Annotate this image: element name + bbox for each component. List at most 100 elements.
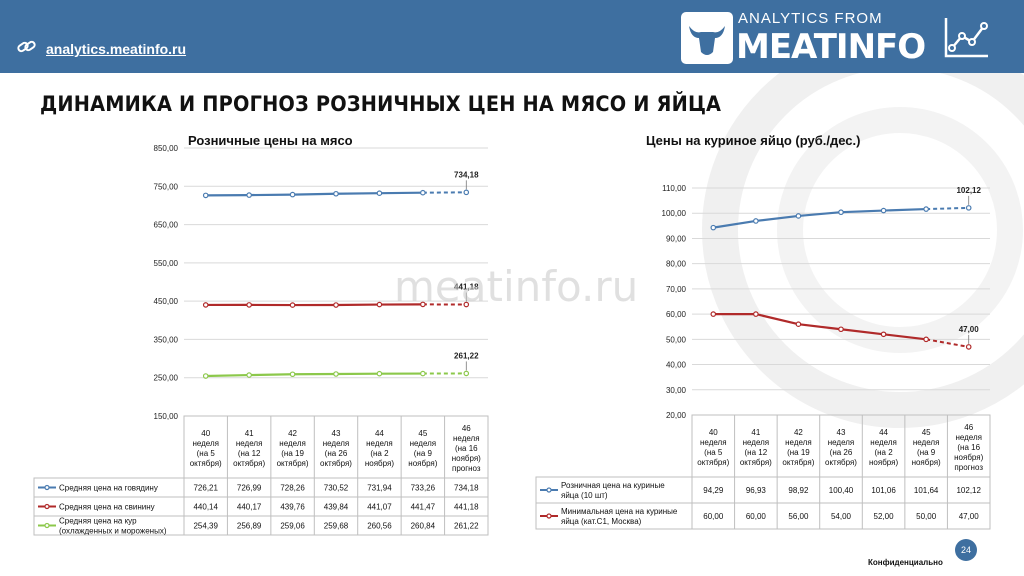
data-point [753, 218, 759, 224]
data-point [246, 372, 252, 378]
data-point [376, 301, 383, 308]
data-point [333, 302, 339, 308]
x-category-label: (на 9 [917, 448, 936, 457]
egg-price-chart: Цены на куриное яйцо (руб./дес.) 20,00 30,… [535, 133, 991, 530]
table-cell-value: 96,93 [746, 486, 767, 495]
x-category-label: 41 [751, 428, 760, 437]
data-point [202, 302, 209, 308]
x-category-label: 44 [375, 429, 384, 438]
x-category-label: 40 [709, 428, 718, 437]
watermark: meatinfo.ru [394, 262, 639, 311]
table-cell-value: 726,21 [193, 484, 218, 493]
table-cell-value: 733,26 [411, 484, 436, 493]
table-cell-value: 254,39 [193, 522, 218, 531]
x-category-label: неделя [323, 439, 350, 448]
table-cell-value: 100,40 [829, 486, 854, 495]
data-point [333, 371, 339, 377]
data-point [880, 331, 887, 338]
x-category-label: неделя [453, 434, 480, 443]
table-cell-value: 52,00 [874, 512, 895, 521]
legend-marker [546, 513, 552, 519]
data-point [795, 321, 802, 328]
data-point [463, 189, 470, 196]
x-category-label: неделя [870, 438, 897, 447]
x-category-label: (на 2 [874, 448, 893, 457]
x-category-label: неделя [743, 438, 770, 447]
x-category-label: ноября) [408, 459, 437, 468]
x-category-label: 46 [462, 424, 471, 433]
table-cell-value: 101,06 [871, 486, 896, 495]
table-cell-value: 94,29 [703, 486, 724, 495]
x-category-label: (на 19 [787, 448, 810, 457]
confidential-label: Конфиденциально [868, 558, 943, 567]
x-category-label: 46 [964, 423, 973, 432]
data-point [246, 302, 252, 308]
table-cell-value: 50,00 [916, 512, 937, 521]
data-point [420, 189, 426, 196]
data-point [923, 336, 929, 343]
x-category-label: ноября) [869, 458, 898, 467]
legend-label: Средняя цена на свинину [59, 503, 155, 512]
data-point [420, 301, 426, 308]
x-category-label: (на 26 [830, 448, 853, 457]
table-cell-value: 256,89 [237, 522, 262, 531]
x-category-label: (на 26 [325, 449, 348, 458]
table-cell-value: 439,84 [324, 503, 349, 512]
table-cell-value: 730,52 [324, 484, 349, 493]
table-cell-value: 440,14 [193, 503, 218, 512]
logo-wordmark: MEATINFO [736, 27, 926, 67]
page-title: ДИНАМИКА И ПРОГНОЗ РОЗНИЧНЫХ ЦЕН НА МЯСО… [40, 92, 722, 116]
series-line [205, 372, 423, 378]
table-cell-value: 259,06 [280, 522, 305, 531]
data-point [795, 213, 802, 219]
end-value-label: 102,12 [956, 186, 981, 195]
table-row [535, 502, 991, 530]
table-cell-value: 440,17 [237, 503, 262, 512]
series-line [713, 207, 927, 229]
x-category-label: (на 12 [238, 449, 261, 458]
line-chart-icon [944, 18, 988, 58]
x-category-label: октября) [825, 458, 857, 467]
legend-marker [44, 503, 50, 510]
site-link[interactable]: analytics.meatinfo.ru [46, 41, 187, 57]
y-tick-label: 250,00 [154, 374, 179, 383]
x-category-label: октября) [697, 458, 729, 467]
table-cell-value: 728,26 [280, 484, 305, 493]
x-category-label: неделя [913, 438, 940, 447]
link-icon [17, 40, 36, 53]
data-point [333, 190, 339, 197]
legend-label: яйца (10 шт) [561, 491, 608, 500]
header-bar: analytics.meatinfo.ru ANALYTICS FROM MEA… [0, 0, 1024, 73]
x-category-label: ноября) [912, 458, 941, 467]
x-category-label: (на 5 [197, 449, 216, 458]
data-point [202, 373, 209, 379]
data-point [710, 224, 717, 231]
legend-marker [44, 484, 50, 491]
y-tick-label: 110,00 [662, 184, 686, 193]
x-category-label: (на 16 [957, 443, 980, 452]
table-cell-value: 731,94 [367, 484, 392, 493]
series-line [205, 303, 423, 307]
x-category-label: (на 19 [281, 449, 304, 458]
y-tick-label: 450,00 [154, 297, 179, 306]
y-tick-label: 50,00 [666, 335, 687, 344]
legend-marker [546, 487, 552, 493]
series-line [205, 191, 423, 197]
x-category-label: неделя [192, 439, 219, 448]
table-cell-value: 98,92 [788, 486, 809, 495]
table-cell-value: 56,00 [788, 512, 809, 521]
chart-title: Цены на куриное яйцо (руб./дес.) [646, 133, 860, 148]
logo-tagline: ANALYTICS FROM [738, 10, 883, 27]
y-tick-label: 350,00 [154, 335, 179, 344]
y-tick-label: 60,00 [666, 310, 687, 319]
table-cell-value: 261,22 [454, 522, 479, 531]
table-cell-value: 260,84 [411, 522, 436, 531]
table-cell-value: 439,76 [280, 503, 305, 512]
x-category-label: октября) [740, 458, 772, 467]
forecast-line [926, 206, 969, 211]
page-number: 24 [955, 539, 977, 561]
x-category-label: (на 9 [414, 449, 433, 458]
x-category-label: (на 12 [745, 448, 768, 457]
x-category-label: 42 [794, 428, 803, 437]
data-point [710, 311, 717, 317]
